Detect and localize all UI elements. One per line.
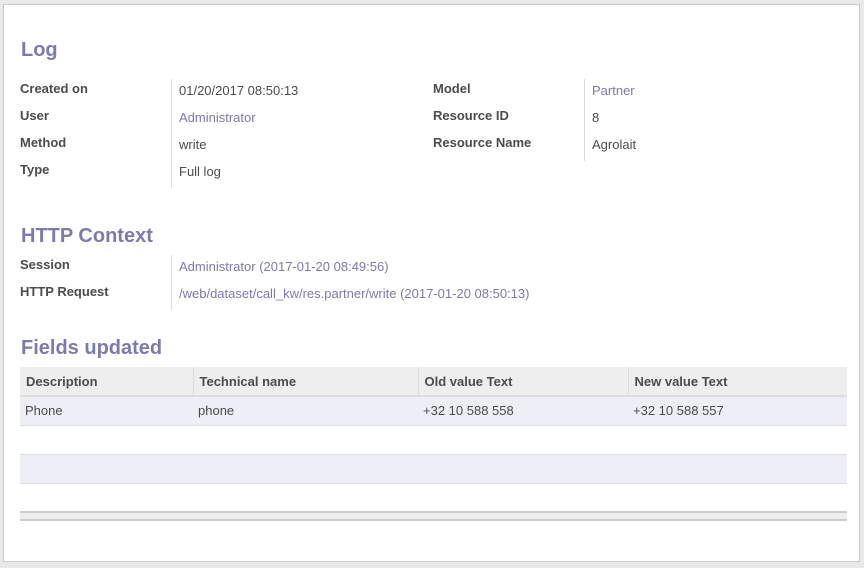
value-method: write (179, 137, 207, 152)
model-link[interactable]: Partner (592, 83, 635, 98)
cell: phone (193, 396, 418, 426)
value-type: Full log (179, 164, 221, 179)
empty-row (20, 425, 847, 455)
value-resource-name: Agrolait (592, 137, 637, 152)
form-sheet: Log Created on 01/20/2017 08:50:13 User … (3, 4, 860, 562)
column-header[interactable]: Old value Text (417, 367, 628, 397)
cell: +32 10 588 557 (628, 396, 847, 426)
cell: Phone (20, 396, 193, 426)
label-resource-name: Resource Name (433, 135, 532, 150)
label-resource-id: Resource ID (433, 108, 509, 123)
column-header[interactable]: Description (20, 367, 193, 397)
http-request-link[interactable]: /web/dataset/call_kw/res.partner/write (… (179, 286, 530, 301)
table-row[interactable]: Phone phone +32 10 588 558 +32 10 588 55… (20, 396, 847, 426)
table-footer (20, 511, 847, 521)
label-created-on: Created on (20, 81, 88, 96)
label-http-request: HTTP Request (20, 284, 109, 299)
cell: +32 10 588 558 (418, 396, 628, 426)
http-context-title: HTTP Context (21, 225, 153, 247)
label-type: Type (20, 162, 50, 177)
session-link[interactable]: Administrator (2017-01-20 08:49:56) (179, 259, 389, 274)
log-title: Log (21, 39, 58, 61)
empty-row (20, 483, 847, 513)
divider (171, 255, 172, 310)
label-user: User (20, 108, 49, 123)
user-link[interactable]: Administrator (179, 110, 256, 125)
empty-row (20, 454, 847, 484)
value-created-on: 01/20/2017 08:50:13 (179, 83, 299, 98)
divider (584, 79, 585, 161)
label-session: Session (20, 257, 70, 272)
value-resource-id: 8 (592, 110, 600, 125)
divider (171, 79, 172, 188)
column-header[interactable]: Technical name (192, 367, 418, 397)
label-model: Model (433, 81, 471, 96)
label-method: Method (20, 135, 67, 150)
fields-table: Description Technical name Old value Tex… (20, 367, 847, 521)
column-header[interactable]: New value Text (627, 367, 847, 397)
fields-updated-title: Fields updated (21, 337, 163, 359)
